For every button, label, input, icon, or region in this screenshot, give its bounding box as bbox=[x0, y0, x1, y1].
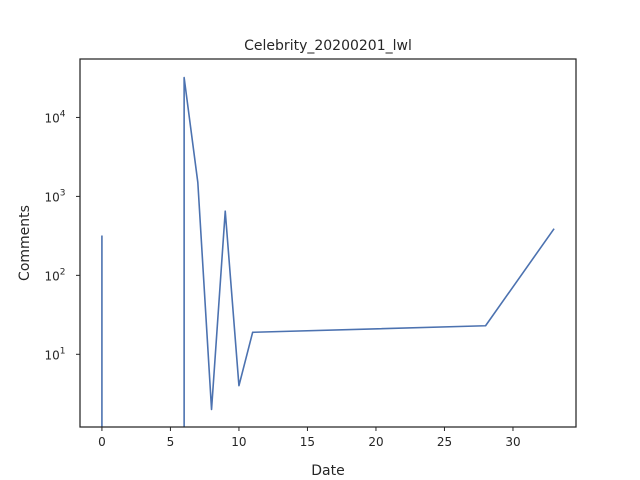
x-tick-label: 10 bbox=[231, 435, 246, 449]
x-tick-label: 5 bbox=[167, 435, 175, 449]
x-tick-label: 0 bbox=[98, 435, 106, 449]
y-tick-label: 104 bbox=[44, 109, 65, 125]
series-line-0 bbox=[101, 76, 555, 427]
y-axis-label: Comments bbox=[17, 205, 33, 281]
y-tick-label: 103 bbox=[44, 188, 65, 204]
x-axis-label: Date bbox=[311, 463, 344, 479]
y-tick-label: 102 bbox=[44, 267, 65, 283]
x-tick-label: 25 bbox=[437, 435, 452, 449]
x-axis: 0 5 10 15 20 25 30 bbox=[98, 427, 521, 449]
chart-title: Celebrity_20200201_lwl bbox=[244, 38, 412, 54]
plot-frame bbox=[79, 58, 577, 428]
x-tick-label: 30 bbox=[505, 435, 520, 449]
x-tick-label: 20 bbox=[368, 435, 383, 449]
y-tick-label: 101 bbox=[44, 346, 65, 362]
x-tick-label: 15 bbox=[300, 435, 315, 449]
y-axis: 101 102 103 104 bbox=[44, 109, 80, 362]
plot-area bbox=[101, 76, 555, 427]
